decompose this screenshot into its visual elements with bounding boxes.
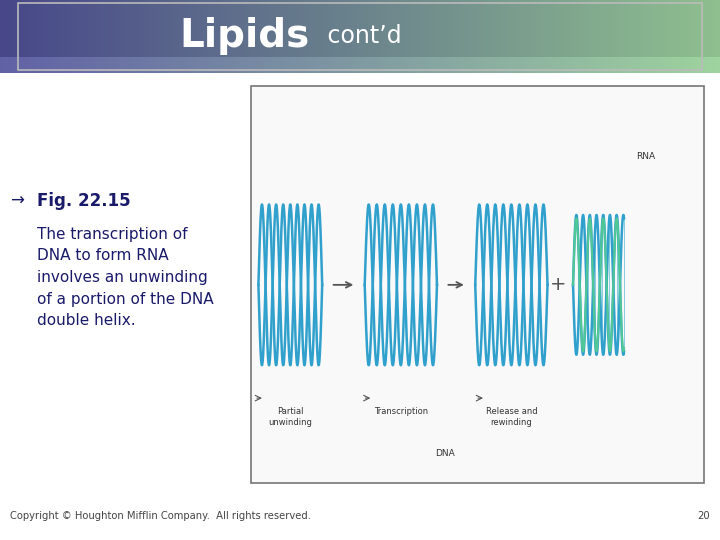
Text: Release and
rewinding: Release and rewinding <box>485 407 537 427</box>
Text: RNA: RNA <box>636 152 655 161</box>
Bar <box>251 86 704 483</box>
Text: cont’d: cont’d <box>320 24 402 49</box>
Text: Fig. 22.15: Fig. 22.15 <box>37 192 131 210</box>
Text: DNA: DNA <box>436 449 455 458</box>
Text: 20: 20 <box>697 511 710 521</box>
Text: Partial
unwinding: Partial unwinding <box>269 407 312 427</box>
Bar <box>18 3 702 70</box>
Text: The transcription of
DNA to form RNA
involves an unwinding
of a portion of the D: The transcription of DNA to form RNA inv… <box>37 227 214 328</box>
Text: Transcription: Transcription <box>374 407 428 416</box>
Text: Lipids: Lipids <box>179 17 310 56</box>
Text: Copyright © Houghton Mifflin Company.  All rights reserved.: Copyright © Houghton Mifflin Company. Al… <box>10 511 311 521</box>
Text: +: + <box>550 275 567 294</box>
Text: →: → <box>10 192 24 210</box>
